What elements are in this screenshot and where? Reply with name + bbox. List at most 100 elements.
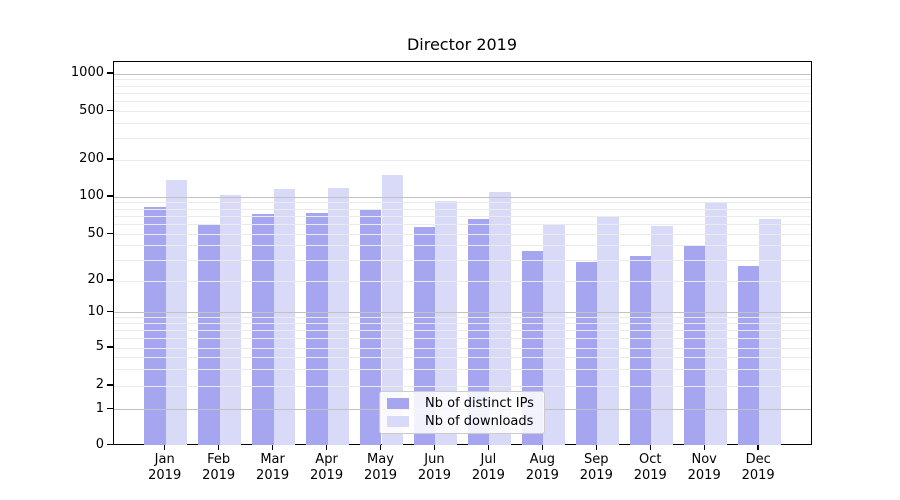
y-tick-mark bbox=[107, 407, 113, 410]
x-tick-year: 2019 bbox=[687, 468, 721, 483]
x-tick-label: Nov 2019 bbox=[674, 452, 734, 484]
bar-downloads bbox=[435, 200, 458, 446]
legend-row-distinct-ips: Nb of distinct IPs bbox=[380, 396, 544, 411]
x-tick-label: Jun 2019 bbox=[404, 452, 464, 484]
y-tick-mark bbox=[107, 310, 113, 313]
x-tick-month: Apr bbox=[315, 452, 338, 467]
y-tick-label: 5 bbox=[95, 339, 104, 354]
bar-downloads bbox=[651, 225, 673, 446]
x-tick-year: 2019 bbox=[256, 468, 290, 483]
bar-distinct-ips bbox=[629, 255, 652, 446]
y-tick-label: 2 bbox=[95, 377, 104, 392]
y-tick-label: 1000 bbox=[70, 65, 104, 80]
x-tick-mark bbox=[325, 445, 328, 450]
x-tick-label: Oct 2019 bbox=[620, 452, 680, 484]
y-tick-label: 20 bbox=[87, 272, 104, 287]
x-tick-mark bbox=[217, 445, 220, 450]
x-tick-year: 2019 bbox=[741, 468, 775, 483]
y-tick-mark bbox=[107, 384, 113, 386]
x-tick-year: 2019 bbox=[363, 468, 398, 483]
legend-label-distinct-ips: Nb of distinct IPs bbox=[425, 395, 534, 411]
y-tick-mark bbox=[107, 443, 113, 446]
x-tick-month: Nov bbox=[691, 452, 717, 467]
legend-row-downloads: Nb of downloads bbox=[380, 414, 544, 429]
x-tick-label: Jan 2019 bbox=[135, 452, 195, 484]
legend-label-downloads: Nb of downloads bbox=[425, 414, 534, 430]
y-tick-label: 200 bbox=[79, 151, 104, 166]
x-tick-mark bbox=[595, 445, 597, 450]
y-tick-mark bbox=[107, 279, 113, 281]
x-tick-year: 2019 bbox=[310, 468, 344, 483]
bar-downloads bbox=[489, 191, 511, 446]
x-tick-month: Jan bbox=[154, 452, 175, 467]
y-tick-mark bbox=[107, 346, 113, 348]
x-tick-label: Apr 2019 bbox=[297, 452, 357, 484]
y-tick-label: 50 bbox=[87, 225, 104, 241]
x-tick-label: Jul 2019 bbox=[458, 452, 518, 484]
bar-distinct-ips bbox=[467, 218, 490, 446]
legend-swatch-downloads bbox=[387, 416, 409, 428]
bar-distinct-ips bbox=[737, 265, 760, 446]
x-tick-year: 2019 bbox=[525, 468, 559, 483]
bar-distinct-ips bbox=[575, 262, 598, 446]
bar-distinct-ips bbox=[413, 227, 436, 446]
bar-distinct-ips bbox=[305, 212, 328, 446]
y-tick-mark bbox=[107, 109, 113, 112]
x-tick-month: Jun bbox=[424, 452, 445, 467]
x-tick-month: Oct bbox=[639, 452, 662, 467]
x-tick-year: 2019 bbox=[417, 468, 451, 483]
legend: Nb of distinct IPs Nb of downloads bbox=[379, 391, 545, 434]
bar-downloads bbox=[381, 175, 404, 446]
x-tick-month: Sep bbox=[584, 452, 609, 467]
x-tick-label: May 2019 bbox=[351, 452, 411, 484]
x-tick-month: Mar bbox=[260, 452, 285, 467]
chart-title: Director 2019 bbox=[406, 35, 518, 54]
x-tick-label: Aug 2019 bbox=[512, 452, 572, 484]
x-tick-mark bbox=[649, 445, 651, 450]
x-tick-label: Dec 2019 bbox=[728, 452, 788, 484]
x-tick-year: 2019 bbox=[579, 468, 613, 483]
bar-downloads bbox=[543, 224, 565, 446]
y-tick-label: 10 bbox=[87, 303, 104, 319]
x-tick-mark bbox=[487, 445, 490, 450]
y-tick-mark bbox=[107, 72, 113, 74]
x-tick-mark bbox=[379, 445, 382, 450]
x-tick-mark bbox=[757, 445, 759, 450]
y-tick-label: 500 bbox=[79, 102, 104, 118]
x-tick-month: Feb bbox=[207, 452, 231, 467]
bar-distinct-ips bbox=[683, 245, 706, 446]
y-tick-mark bbox=[107, 195, 113, 197]
x-tick-label: Feb 2019 bbox=[189, 452, 249, 484]
bar-downloads bbox=[165, 179, 188, 446]
x-tick-mark bbox=[164, 445, 166, 450]
x-tick-mark bbox=[433, 445, 436, 450]
x-tick-year: 2019 bbox=[202, 468, 236, 483]
x-tick-month: Aug bbox=[529, 452, 556, 467]
x-tick-year: 2019 bbox=[633, 468, 667, 483]
y-tick-mark bbox=[107, 232, 113, 235]
x-tick-month: Jul bbox=[480, 452, 497, 467]
x-tick-year: 2019 bbox=[148, 468, 182, 483]
bar-downloads bbox=[273, 188, 296, 446]
x-tick-year: 2019 bbox=[471, 468, 505, 483]
y-tick-mark bbox=[107, 158, 113, 160]
y-tick-label: 100 bbox=[79, 188, 104, 203]
x-tick-month: May bbox=[367, 452, 394, 467]
x-tick-mark bbox=[271, 445, 274, 450]
bar-downloads bbox=[705, 202, 727, 446]
y-tick-label: 0 bbox=[95, 436, 104, 452]
bar-distinct-ips bbox=[198, 224, 220, 446]
plot-area bbox=[113, 61, 812, 446]
bar-downloads bbox=[597, 216, 619, 446]
x-tick-label: Sep 2019 bbox=[566, 452, 626, 484]
x-tick-mark bbox=[703, 445, 705, 450]
bar-downloads bbox=[759, 219, 781, 446]
x-tick-month: Dec bbox=[745, 452, 771, 467]
bar-downloads bbox=[327, 187, 350, 446]
legend-swatch-distinct-ips bbox=[387, 397, 409, 409]
x-tick-mark bbox=[541, 445, 544, 450]
bar-downloads bbox=[219, 195, 242, 446]
x-tick-label: Mar 2019 bbox=[243, 452, 303, 484]
bar-distinct-ips bbox=[252, 214, 274, 446]
